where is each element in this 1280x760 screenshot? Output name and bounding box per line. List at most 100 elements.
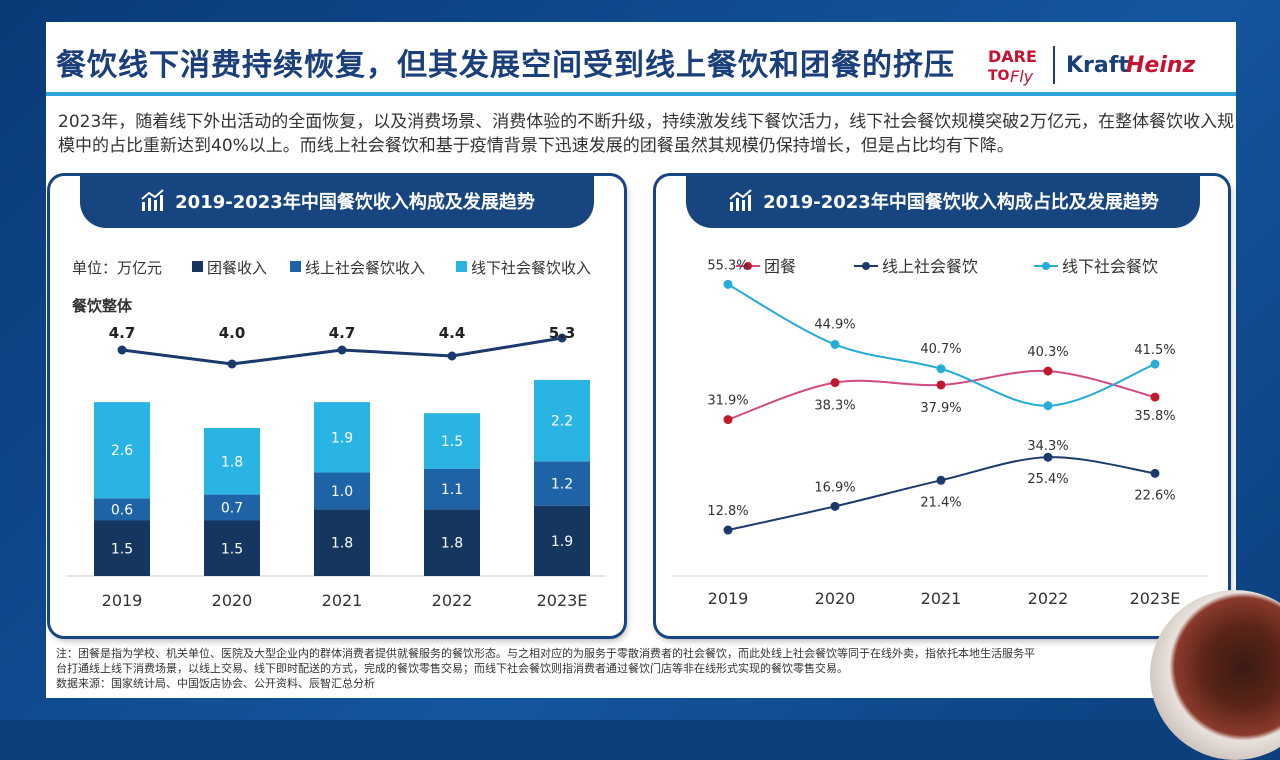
legend-swatch	[192, 261, 203, 272]
bar-segment	[204, 520, 260, 576]
x-tick-label: 2022	[432, 591, 473, 610]
x-tick-label: 2019	[708, 589, 749, 608]
data-label: 37.9%	[920, 401, 961, 416]
data-label: 41.5%	[1134, 343, 1175, 358]
bar-segment	[534, 461, 590, 506]
bar-value-label: 1.2	[551, 477, 573, 493]
bar-segment	[314, 472, 370, 510]
x-tick-label: 2019	[102, 591, 143, 610]
logo-heinz: Heinz	[1126, 53, 1196, 78]
legend-label: 线上社会餐饮	[882, 257, 978, 276]
series-point	[830, 378, 840, 388]
legend-marker	[744, 262, 752, 270]
data-label: 40.7%	[920, 342, 961, 357]
total-label: 餐饮整体	[72, 297, 133, 315]
bar-segment	[424, 468, 480, 510]
left-chart-header: 2019-2023年中国餐饮收入构成及发展趋势	[80, 174, 594, 228]
data-label: 35.8%	[1134, 409, 1175, 424]
bar-value-label: 1.8	[221, 454, 243, 470]
right-chart-title: 2019-2023年中国餐饮收入构成占比及发展趋势	[763, 192, 1159, 213]
data-label: 55.3%	[707, 258, 748, 273]
footnote: 注：团餐是指为学校、机关单位、医院及大型企业内的群体消费者提供就餐服务的餐饮形态…	[56, 646, 1156, 691]
series-point	[830, 501, 840, 511]
data-label: 25.4%	[1027, 472, 1068, 487]
legend-label: 团餐	[764, 257, 796, 276]
bar-value-label: 1.1	[441, 482, 463, 498]
total-point	[337, 345, 347, 355]
bar-segment	[424, 413, 480, 469]
series-point	[1043, 366, 1053, 376]
bar-value-label: 1.9	[331, 430, 353, 446]
bar-value-label: 1.8	[441, 536, 463, 552]
total-point	[447, 351, 457, 361]
total-value-label: 4.7	[329, 324, 356, 342]
bar-segment	[94, 402, 150, 499]
series-point	[936, 380, 946, 390]
bar-value-label: 2.2	[551, 414, 573, 430]
bar-segment	[314, 402, 370, 473]
legend-swatch	[290, 261, 301, 272]
bar-segment	[204, 428, 260, 495]
bar-segment	[204, 494, 260, 521]
legend-label: 线上社会餐饮收入	[305, 259, 425, 277]
series-point	[936, 475, 946, 485]
bar-value-label: 0.7	[221, 501, 243, 517]
series-point	[1043, 401, 1053, 411]
bar-segment	[94, 498, 150, 521]
legend-label: 线下社会餐饮	[1062, 257, 1158, 276]
bar-value-label: 1.9	[551, 534, 573, 550]
data-label: 44.9%	[814, 317, 855, 332]
chart-trend-icon	[729, 189, 752, 211]
series-point	[1150, 359, 1160, 369]
series-point	[830, 339, 840, 349]
bar-segment	[534, 505, 590, 576]
series-point	[936, 364, 946, 374]
data-label: 38.3%	[814, 399, 855, 414]
data-label: 16.9%	[814, 480, 855, 495]
bar-value-label: 1.0	[331, 484, 353, 500]
page-title: 餐饮线下消费持续恢复，但其发展空间受到线上餐饮和团餐的挤压	[56, 48, 955, 83]
footnote-line-2: 台打通线上线下消费场景，以线上交易、线下即时配送的方式，完成的餐饮零售交易；而线…	[56, 662, 848, 675]
footnote-source: 数据来源：国家统计局、中国饭店协会、公开资料、辰智汇总分析	[56, 677, 375, 690]
bar-segment	[314, 509, 370, 576]
legend-label: 团餐收入	[207, 259, 267, 277]
x-tick-label: 2021	[921, 589, 962, 608]
data-label: 31.9%	[707, 394, 748, 409]
left-chart-title: 2019-2023年中国餐饮收入构成及发展趋势	[175, 192, 535, 213]
data-label: 12.8%	[707, 504, 748, 519]
total-point	[117, 345, 127, 355]
x-tick-label: 2023E	[537, 591, 588, 610]
x-tick-label: 2022	[1028, 589, 1069, 608]
x-tick-label: 2020	[212, 591, 253, 610]
series-point	[723, 279, 733, 289]
series-line	[727, 456, 1156, 531]
data-label: 22.6%	[1134, 488, 1175, 503]
brand-logo: DARE TO Fly Kraft Heinz	[988, 46, 1196, 86]
share-line-chart: 团餐 线上社会餐饮 线下社会餐饮 2019 2020 2021 2022 2023E 31.9%…	[672, 257, 1208, 608]
total-point	[227, 359, 237, 369]
series-point	[723, 415, 733, 425]
series-point	[1043, 452, 1053, 462]
bar-segment	[424, 509, 480, 576]
right-chart-header: 2019-2023年中国餐饮收入构成占比及发展趋势	[686, 174, 1200, 228]
total-value-label: 5.3	[549, 324, 576, 342]
logo-to: TO	[988, 68, 1010, 84]
series-point	[723, 525, 733, 535]
bar-value-label: 2.6	[111, 443, 133, 459]
bar-value-label: 1.5	[221, 541, 243, 557]
intro-paragraph: 2023年，随着线下外出活动的全面恢复，以及消费场景、消费体验的不断升级，持续激…	[58, 112, 1235, 156]
data-label: 34.3%	[1027, 439, 1068, 454]
bar-value-label: 0.6	[111, 502, 133, 518]
total-value-label: 4.0	[219, 324, 246, 342]
bar-segment	[94, 520, 150, 576]
bar-value-label: 1.8	[331, 536, 353, 552]
x-tick-label: 2023E	[1130, 589, 1181, 608]
total-point	[557, 333, 567, 343]
right-chart-panel	[656, 176, 1228, 636]
x-tick-label: 2020	[815, 589, 856, 608]
bar-value-label: 1.5	[441, 434, 463, 450]
series-point	[1150, 392, 1160, 402]
logo-kraft: Kraft	[1066, 53, 1129, 78]
logo-dare: DARE	[988, 47, 1037, 66]
legend-marker	[1042, 262, 1050, 270]
